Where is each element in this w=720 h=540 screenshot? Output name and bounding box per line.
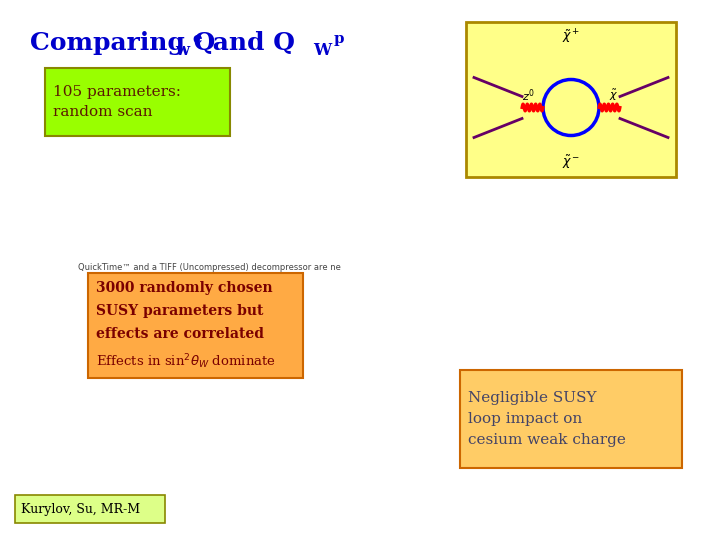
Text: effects are correlated: effects are correlated: [96, 327, 264, 341]
Text: e: e: [192, 32, 202, 46]
Text: $\tilde{\chi}^-$: $\tilde{\chi}^-$: [562, 153, 580, 171]
FancyBboxPatch shape: [466, 22, 676, 177]
Text: Negligible SUSY
loop impact on
cesium weak charge: Negligible SUSY loop impact on cesium we…: [468, 392, 626, 447]
Text: $\tilde{\chi}$: $\tilde{\chi}$: [609, 88, 618, 103]
Text: $z^0$: $z^0$: [521, 87, 534, 104]
Text: $\tilde{\chi}^+$: $\tilde{\chi}^+$: [562, 28, 580, 46]
Text: SUSY parameters but: SUSY parameters but: [96, 304, 264, 318]
Text: p: p: [334, 32, 344, 46]
FancyBboxPatch shape: [45, 68, 230, 136]
FancyBboxPatch shape: [88, 273, 303, 378]
Text: w: w: [175, 42, 189, 59]
Text: Kurylov, Su, MR-M: Kurylov, Su, MR-M: [21, 503, 140, 516]
Text: 105 parameters:
random scan: 105 parameters: random scan: [53, 85, 181, 119]
Text: W: W: [313, 42, 331, 59]
Text: 3000 randomly chosen: 3000 randomly chosen: [96, 281, 273, 295]
FancyBboxPatch shape: [15, 495, 165, 523]
Text: Comparing Q: Comparing Q: [30, 31, 215, 55]
Text: and Q: and Q: [204, 31, 295, 55]
FancyBboxPatch shape: [460, 370, 682, 468]
Text: QuickTime™ and a TIFF (Uncompressed) decompressor are ne: QuickTime™ and a TIFF (Uncompressed) dec…: [78, 264, 341, 273]
Text: Effects in sin$^2\theta_W$ dominate: Effects in sin$^2\theta_W$ dominate: [96, 352, 276, 370]
